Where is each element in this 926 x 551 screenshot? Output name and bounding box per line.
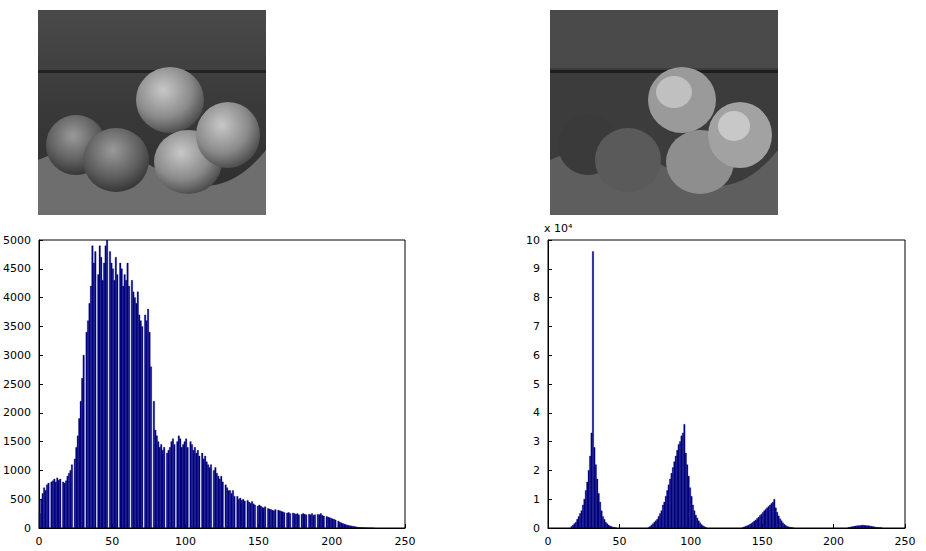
svg-text:150: 150 bbox=[248, 535, 269, 548]
svg-text:9: 9 bbox=[533, 262, 540, 275]
svg-text:8: 8 bbox=[533, 291, 540, 304]
svg-text:7: 7 bbox=[533, 320, 540, 333]
svg-text:5000: 5000 bbox=[3, 234, 31, 247]
svg-text:50: 50 bbox=[612, 535, 626, 548]
svg-text:3000: 3000 bbox=[3, 349, 31, 362]
svg-text:2: 2 bbox=[533, 464, 540, 477]
svg-text:200: 200 bbox=[823, 535, 844, 548]
svg-text:0: 0 bbox=[24, 522, 31, 535]
svg-text:100: 100 bbox=[680, 535, 701, 548]
svg-text:3500: 3500 bbox=[3, 320, 31, 333]
svg-text:1500: 1500 bbox=[3, 435, 31, 448]
svg-text:2000: 2000 bbox=[3, 406, 31, 419]
svg-text:10: 10 bbox=[526, 234, 540, 247]
svg-text:4000: 4000 bbox=[3, 291, 31, 304]
svg-text:0: 0 bbox=[545, 535, 552, 548]
svg-text:6: 6 bbox=[533, 349, 540, 362]
svg-text:3: 3 bbox=[533, 435, 540, 448]
svg-text:150: 150 bbox=[752, 535, 773, 548]
svg-text:4500: 4500 bbox=[3, 262, 31, 275]
svg-text:250: 250 bbox=[395, 535, 416, 548]
svg-text:200: 200 bbox=[321, 535, 342, 548]
svg-text:2500: 2500 bbox=[3, 378, 31, 391]
svg-text:5: 5 bbox=[533, 378, 540, 391]
svg-text:500: 500 bbox=[10, 493, 31, 506]
svg-text:0: 0 bbox=[35, 535, 42, 548]
svg-text:x 10⁴: x 10⁴ bbox=[544, 222, 573, 235]
svg-text:0: 0 bbox=[533, 522, 540, 535]
svg-text:1000: 1000 bbox=[3, 464, 31, 477]
svg-text:4: 4 bbox=[533, 406, 540, 419]
svg-text:100: 100 bbox=[175, 535, 196, 548]
svg-text:50: 50 bbox=[105, 535, 119, 548]
svg-text:1: 1 bbox=[533, 493, 540, 506]
svg-text:250: 250 bbox=[895, 535, 916, 548]
